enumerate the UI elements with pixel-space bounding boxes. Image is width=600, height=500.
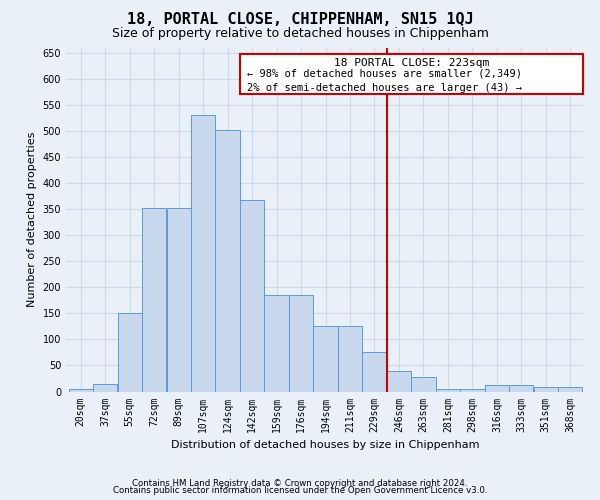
Bar [142,208,166,392]
Bar [265,295,289,392]
Bar [387,370,411,392]
Bar [534,388,558,392]
Text: Contains HM Land Registry data © Crown copyright and database right 2024.: Contains HM Land Registry data © Crown c… [132,478,468,488]
Bar [362,352,386,392]
Text: Contains public sector information licensed under the Open Government Licence v3: Contains public sector information licen… [113,486,487,495]
X-axis label: Distribution of detached houses by size in Chippenham: Distribution of detached houses by size … [171,440,480,450]
FancyBboxPatch shape [240,54,583,94]
Y-axis label: Number of detached properties: Number of detached properties [27,132,37,307]
Bar [289,295,313,392]
Bar [436,389,460,392]
Text: 18 PORTAL CLOSE: 223sqm: 18 PORTAL CLOSE: 223sqm [334,58,489,68]
Bar [191,116,215,392]
Bar [240,200,264,392]
Bar [313,326,338,392]
Bar [68,389,93,392]
Bar [485,385,509,392]
Text: ← 98% of detached houses are smaller (2,349): ← 98% of detached houses are smaller (2,… [247,68,522,78]
Bar [93,384,118,392]
Bar [558,388,583,392]
Bar [412,377,436,392]
Text: Size of property relative to detached houses in Chippenham: Size of property relative to detached ho… [112,28,488,40]
Bar [460,389,485,392]
Text: 18, PORTAL CLOSE, CHIPPENHAM, SN15 1QJ: 18, PORTAL CLOSE, CHIPPENHAM, SN15 1QJ [127,12,473,28]
Bar [338,326,362,392]
Bar [167,208,191,392]
Bar [118,314,142,392]
Text: 2% of semi-detached houses are larger (43) →: 2% of semi-detached houses are larger (4… [247,83,522,93]
Bar [509,385,533,392]
Bar [215,130,240,392]
